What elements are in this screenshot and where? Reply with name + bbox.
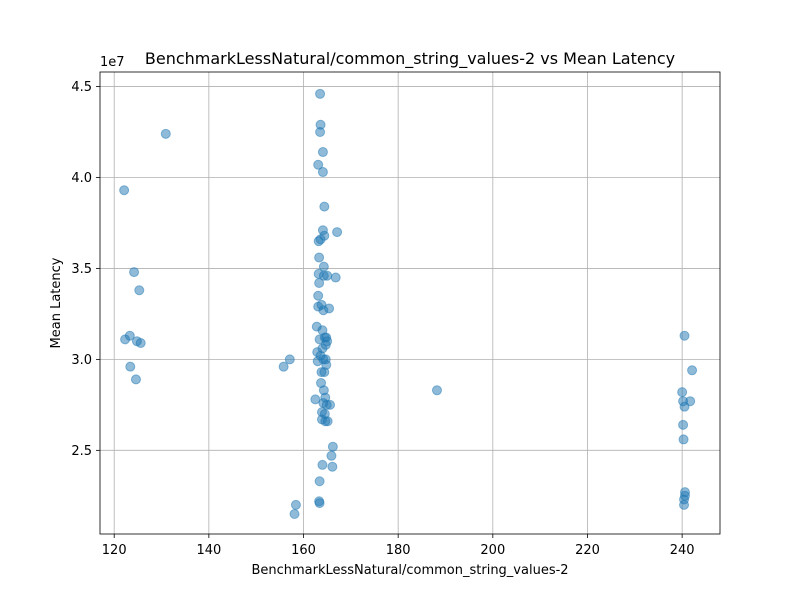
x-tick-label: 180: [386, 543, 411, 558]
x-tick-label: 120: [102, 543, 127, 558]
data-point: [325, 399, 336, 410]
data-point: [313, 159, 324, 170]
data-point: [431, 385, 442, 396]
y-tick-label: 4.0: [71, 171, 92, 186]
data-point: [317, 167, 328, 178]
data-point: [321, 359, 332, 370]
data-point: [134, 285, 145, 296]
data-point: [317, 459, 328, 470]
x-axis-label: BenchmarkLessNatural/common_string_value…: [251, 563, 568, 578]
data-point: [679, 487, 690, 498]
data-point: [314, 252, 325, 263]
data-point: [319, 230, 330, 241]
data-point: [318, 261, 329, 272]
data-point: [315, 119, 326, 130]
data-point: [685, 396, 696, 407]
data-point: [322, 416, 333, 427]
data-point: [678, 434, 689, 445]
data-point: [330, 272, 341, 283]
x-tick-label: 240: [670, 543, 695, 558]
data-point: [324, 303, 335, 314]
data-point: [124, 330, 135, 341]
data-point: [314, 476, 325, 487]
data-point: [160, 128, 171, 139]
y-axis-ticks: 2.5 3.0 3.5 4.0 4.5: [71, 80, 100, 459]
x-tick-label: 160: [291, 543, 316, 558]
data-point: [332, 227, 343, 238]
data-point: [314, 498, 325, 509]
data-point: [313, 290, 324, 301]
y-axis-label: Mean Latency: [49, 257, 64, 348]
data-point: [135, 338, 146, 349]
data-point: [314, 277, 325, 288]
data-point: [289, 508, 300, 519]
data-point: [315, 88, 326, 99]
data-point: [677, 387, 688, 398]
x-tick-label: 140: [196, 543, 221, 558]
x-tick-label: 220: [575, 543, 600, 558]
chart-title: BenchmarkLessNatural/common_string_value…: [145, 49, 675, 69]
data-point: [310, 394, 321, 405]
data-point: [317, 147, 328, 158]
data-point: [129, 267, 140, 278]
data-point: [278, 361, 289, 372]
data-point: [687, 365, 698, 376]
data-point: [319, 201, 330, 212]
data-point: [322, 336, 333, 347]
data-points: [119, 88, 698, 519]
data-point: [284, 354, 295, 365]
data-point: [327, 461, 338, 472]
y-tick-label: 3.5: [71, 262, 92, 277]
data-point: [679, 330, 690, 341]
data-point: [678, 419, 689, 430]
data-point: [130, 374, 141, 385]
y-tick-label: 4.5: [71, 80, 92, 95]
y-offset-label: 1e7: [100, 55, 125, 70]
x-axis-ticks: 120 140 160 180 200 220 240: [102, 534, 695, 558]
grid: [100, 72, 720, 534]
x-tick-label: 200: [480, 543, 505, 558]
data-point: [322, 270, 333, 281]
plot-frame: [99, 71, 721, 535]
y-tick-label: 2.5: [71, 444, 92, 459]
data-point: [326, 450, 337, 461]
data-point: [119, 185, 130, 196]
data-point: [125, 361, 136, 372]
data-point: [290, 499, 301, 510]
data-point: [327, 441, 338, 452]
y-tick-label: 3.0: [71, 353, 92, 368]
